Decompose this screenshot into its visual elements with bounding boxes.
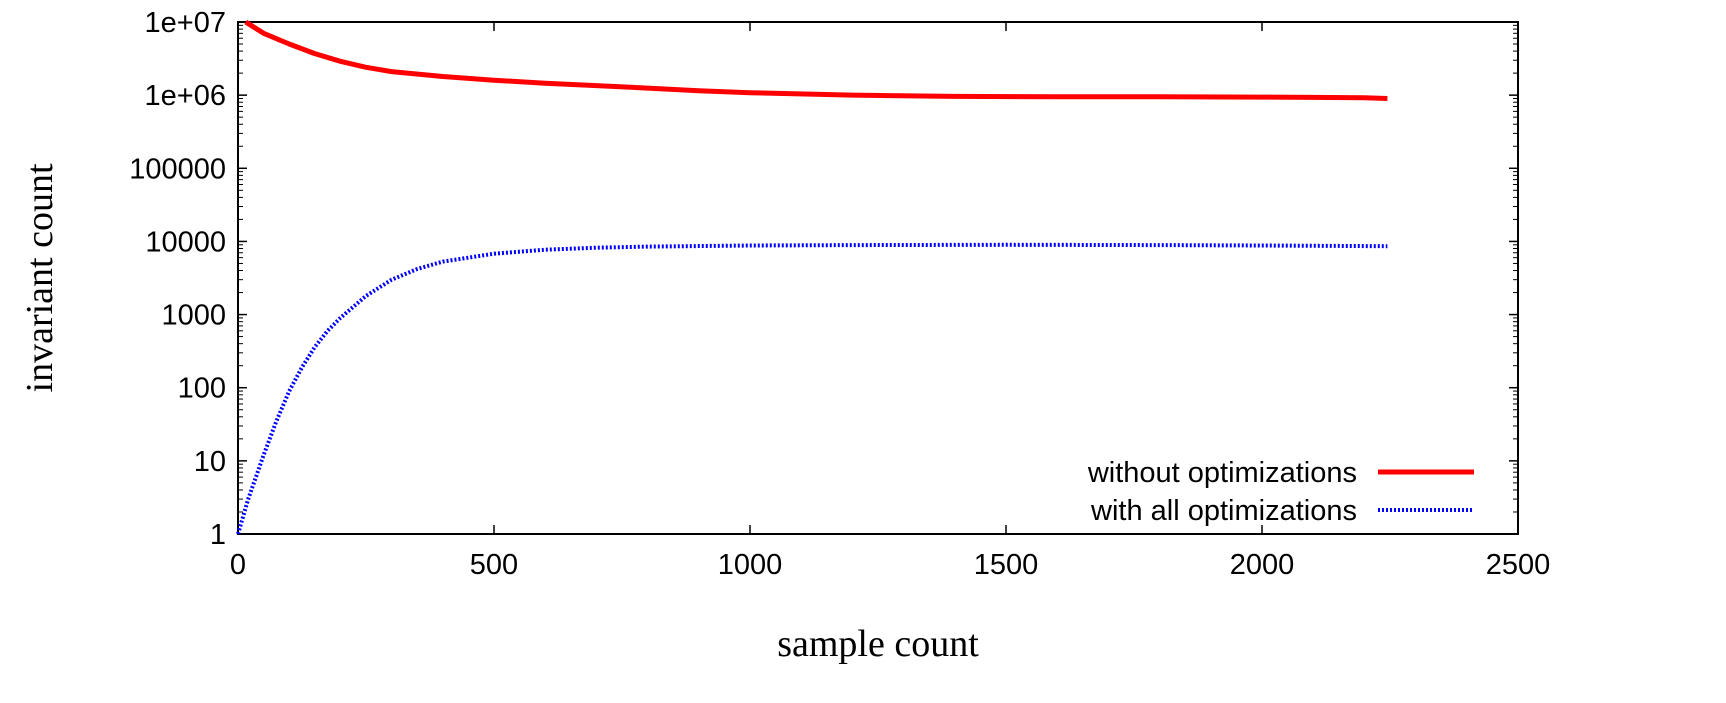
y-tick-label: 1e+06: [145, 80, 226, 112]
x-tick-label: 0: [230, 549, 246, 581]
y-tick-labels: 1 10 100 1000 10000 100000 1e+06 1e+07: [129, 7, 226, 551]
legend-label-without-optimizations: without optimizations: [1087, 457, 1357, 489]
x-axis-title: sample count: [777, 623, 979, 665]
legend: without optimizations with all optimizat…: [1087, 457, 1474, 527]
x-tick-label: 2500: [1486, 549, 1551, 581]
y-tick-label: 1000: [161, 300, 226, 332]
x-tick-label: 1000: [718, 549, 783, 581]
y-axis-title: invariant count: [19, 163, 61, 392]
x-tick-label: 2000: [1230, 549, 1295, 581]
x-tick-label: 500: [470, 549, 518, 581]
series-line-without-optimizations: [246, 22, 1388, 99]
y-tick-label: 100000: [129, 153, 226, 185]
series-line-with-all-optimizations: [238, 245, 1387, 534]
x-tick-labels: 0 500 1000 1500 2000 2500: [230, 549, 1550, 581]
y-tick-label: 1: [210, 519, 226, 551]
y-tick-label: 10: [194, 446, 226, 478]
y-tick-label: 1e+07: [145, 7, 226, 39]
legend-label-with-all-optimizations: with all optimizations: [1090, 495, 1357, 527]
y-tick-label: 100: [178, 373, 226, 405]
x-tick-label: 1500: [974, 549, 1039, 581]
y-tick-label: 10000: [145, 226, 226, 258]
